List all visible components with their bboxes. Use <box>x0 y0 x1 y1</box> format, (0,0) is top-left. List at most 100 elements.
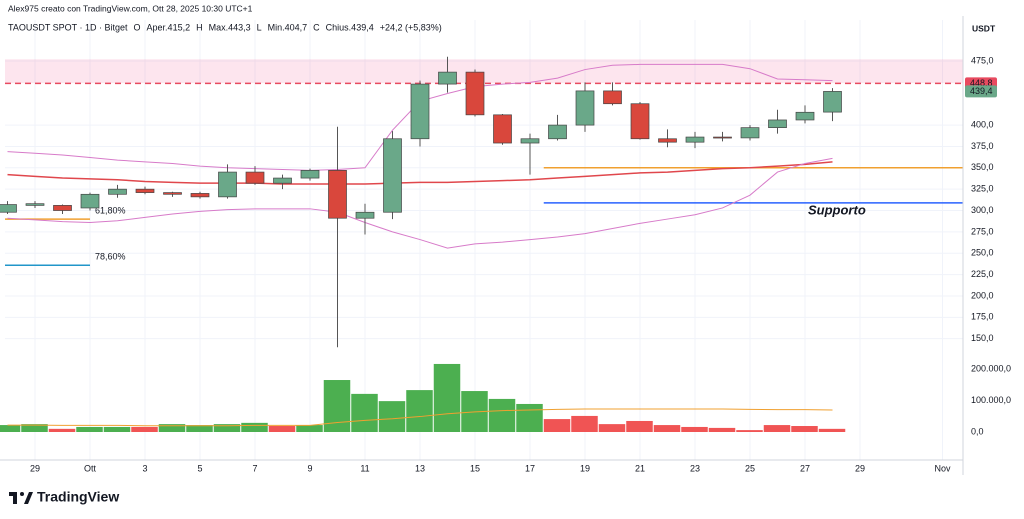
candle-body <box>245 171 265 184</box>
x-tick-label: 23 <box>690 463 700 473</box>
candle-body <box>603 90 622 105</box>
volume-bar <box>323 380 351 432</box>
candle-body <box>163 192 182 195</box>
volume-bar <box>516 403 543 432</box>
candle-body <box>713 136 732 139</box>
candle-body <box>658 138 677 143</box>
indicator-line <box>7 161 833 185</box>
change: +24,2 (+5,83%) <box>380 22 442 32</box>
symbol: TAOUSDT SPOT · 1D · Bitget <box>8 22 128 32</box>
y-tick-label: 150,0 <box>971 333 994 343</box>
candle-body <box>768 119 787 129</box>
y-tick-label: 175,0 <box>971 312 994 322</box>
candle-body <box>740 127 760 139</box>
volume-bar <box>736 430 763 432</box>
level-label: 78,60% <box>95 252 126 262</box>
indicator-line <box>7 157 833 249</box>
volume-bar <box>268 426 296 432</box>
y-tick-label: 250,0 <box>971 248 994 258</box>
candle-body <box>548 124 567 140</box>
price-label: 448,8 <box>970 78 993 88</box>
candle-body <box>218 171 237 198</box>
volume-bar <box>241 422 268 432</box>
x-tick-label: 9 <box>307 463 312 473</box>
candle-body <box>25 203 45 206</box>
volume-bar <box>131 426 158 432</box>
x-tick-label: 7 <box>252 463 257 473</box>
y-tick-label: 400,0 <box>971 119 994 129</box>
volume-bar <box>791 426 818 432</box>
candle-body <box>410 83 430 140</box>
attribution: Alex975 creato con TradingView.com, Ott … <box>8 3 253 13</box>
plot: Supporto 61,80% 78,60% <box>0 20 963 460</box>
price-axis-bg <box>963 0 1024 460</box>
volume-bar <box>76 426 103 432</box>
volume-bar <box>378 401 406 432</box>
volume-bar <box>186 425 213 432</box>
volume-bar <box>0 425 21 432</box>
candle-body <box>493 114 512 144</box>
volume-bar <box>626 420 653 432</box>
x-tick-label: 21 <box>635 463 645 473</box>
volume-bar <box>571 415 598 432</box>
indicator-line <box>7 408 833 427</box>
candle-body <box>465 71 485 116</box>
x-tick-label: 25 <box>745 463 755 473</box>
candle-body <box>273 177 292 184</box>
volume-bar <box>213 424 241 432</box>
x-tick-label: 17 <box>525 463 535 473</box>
candle-body <box>383 138 402 213</box>
volume-bar <box>296 425 323 432</box>
volume-bar <box>433 363 461 432</box>
candle-body <box>823 91 842 113</box>
x-tick-label: Nov <box>934 463 951 473</box>
candle-body <box>0 204 17 213</box>
legend-key: L <box>257 22 262 32</box>
volume-bar <box>543 419 571 432</box>
volume-bar <box>598 424 626 432</box>
level-label: Supporto <box>808 202 866 217</box>
candle-body <box>685 136 705 143</box>
candle-body <box>80 193 100 209</box>
price-label-box <box>965 85 997 98</box>
price-label: 439,4 <box>970 86 993 96</box>
y-tick-label: 475,0 <box>971 55 994 65</box>
legend-value: Min.404,7 <box>268 22 308 32</box>
zone <box>5 59 963 84</box>
x-tick-label: 29 <box>855 463 865 473</box>
volume-bar <box>818 428 846 432</box>
volume-bar <box>681 426 708 432</box>
candle-body <box>108 188 127 195</box>
volume-bar <box>158 424 186 432</box>
y2-tick-label: 0,0 <box>971 426 984 436</box>
volume-bar <box>488 398 516 432</box>
y-tick-label: 200,0 <box>971 290 994 300</box>
volume-bar <box>406 390 433 432</box>
brand-logo <box>9 492 33 504</box>
y-tick-label: 375,0 <box>971 141 994 151</box>
volume-bar <box>21 424 48 432</box>
y2-tick-label: 100.000,0 <box>971 395 1011 405</box>
volume-bar <box>351 393 378 432</box>
candle-body <box>438 71 457 85</box>
y2-tick-label: 200.000,0 <box>971 363 1011 373</box>
level-label: 61,80% <box>95 205 126 215</box>
volume-bar <box>763 425 791 432</box>
legend-value: Max.443,3 <box>209 22 251 32</box>
volume-bar <box>103 426 131 432</box>
candle-body <box>53 205 72 211</box>
y-tick-label: 275,0 <box>971 226 994 236</box>
x-tick-label: 29 <box>30 463 40 473</box>
legend-key: C <box>313 22 320 32</box>
legend-key: H <box>196 22 203 32</box>
volume-bar <box>653 425 681 432</box>
legend-value: Aper.415,2 <box>147 22 191 32</box>
candle-body <box>520 138 540 144</box>
y-tick-label: 300,0 <box>971 205 994 215</box>
candle-body <box>300 170 320 179</box>
candle-body <box>355 211 375 219</box>
legend-value: Chius.439,4 <box>326 22 374 32</box>
volume-bar <box>708 427 736 432</box>
